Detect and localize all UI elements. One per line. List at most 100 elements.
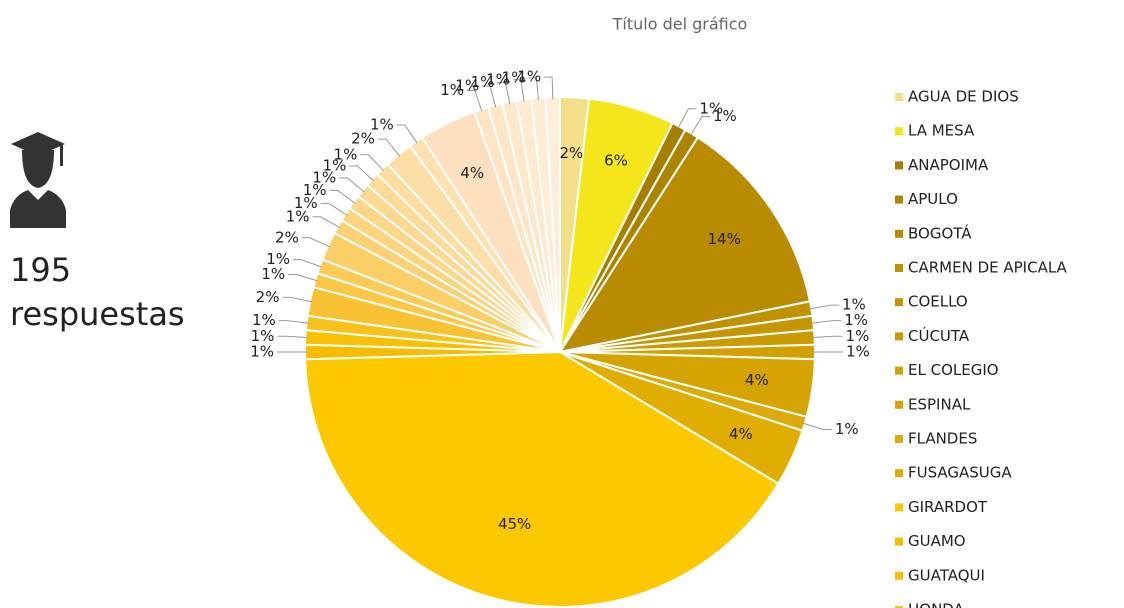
leader-line bbox=[467, 89, 483, 112]
leader-line bbox=[482, 85, 497, 108]
data-label: 4% bbox=[729, 425, 753, 443]
leader-line bbox=[360, 154, 385, 171]
data-label: 1% bbox=[713, 107, 737, 125]
legend-swatch bbox=[895, 229, 903, 238]
leader-line bbox=[339, 177, 365, 193]
data-label: 1% bbox=[294, 194, 318, 212]
legend-label: CARMEN DE APICALA bbox=[908, 259, 1068, 277]
legend-swatch bbox=[895, 93, 903, 101]
data-label: 1% bbox=[334, 145, 358, 163]
legend-label: GUAMO bbox=[908, 532, 966, 550]
data-label: 1% bbox=[517, 68, 541, 86]
legend-swatch bbox=[895, 127, 903, 136]
pie-slice bbox=[304, 350, 780, 608]
leader-line bbox=[312, 216, 340, 229]
leader-line bbox=[329, 189, 356, 204]
leader-line bbox=[497, 81, 511, 105]
legend-swatch bbox=[895, 469, 903, 478]
legend-label: FUSAGASUGA bbox=[908, 464, 1012, 482]
data-label: 1% bbox=[312, 168, 336, 186]
leader-line bbox=[809, 304, 839, 310]
legend-label: COELLO bbox=[908, 293, 968, 311]
legend-label: BOGOTÁ bbox=[908, 223, 972, 242]
leader-line bbox=[677, 108, 697, 129]
response-count: 195 bbox=[10, 251, 71, 289]
data-label: 1% bbox=[471, 73, 495, 91]
data-label: 1% bbox=[835, 420, 859, 438]
leader-line bbox=[544, 76, 554, 100]
data-label: 1% bbox=[303, 181, 327, 199]
leader-line bbox=[292, 259, 322, 268]
legend-swatch bbox=[895, 400, 903, 409]
data-label: 1% bbox=[455, 77, 479, 95]
data-label: 1% bbox=[842, 296, 866, 314]
legend-swatch bbox=[895, 606, 903, 608]
data-label: 1% bbox=[251, 327, 275, 345]
data-label: 6% bbox=[604, 152, 628, 170]
leader-line bbox=[377, 138, 401, 157]
user-icon bbox=[10, 132, 66, 228]
data-label: 1% bbox=[252, 311, 276, 329]
pie-slice bbox=[557, 136, 812, 354]
legend-label: ANAPOIMA bbox=[908, 156, 989, 174]
data-label: 1% bbox=[486, 70, 510, 88]
legend-label: GIRARDOT bbox=[908, 498, 988, 516]
leader-line bbox=[528, 77, 539, 100]
legend-label: FLANDES bbox=[908, 430, 977, 448]
data-label: 1% bbox=[266, 250, 290, 268]
legend-label: HONDA bbox=[908, 601, 965, 608]
leader-line bbox=[278, 320, 309, 324]
legend-swatch bbox=[895, 195, 903, 204]
data-label: 45% bbox=[498, 515, 531, 533]
data-label: 1% bbox=[846, 343, 870, 361]
data-label: 1% bbox=[323, 157, 347, 175]
legend-label: APULO bbox=[908, 190, 958, 208]
legend-swatch bbox=[895, 366, 903, 375]
legend-swatch bbox=[895, 537, 903, 546]
data-label: 1% bbox=[440, 81, 464, 99]
leader-line bbox=[512, 79, 525, 102]
data-label: 4% bbox=[745, 371, 769, 389]
legend-label: LA MESA bbox=[908, 122, 975, 140]
data-label: 2% bbox=[275, 228, 299, 246]
data-label: 1% bbox=[846, 327, 870, 345]
legend-label: ESPINAL bbox=[908, 395, 971, 413]
legend-label: EL COLEGIO bbox=[908, 361, 999, 379]
legend-swatch bbox=[895, 161, 903, 170]
legend-swatch bbox=[895, 298, 903, 307]
leader-line bbox=[396, 124, 418, 144]
leader-line bbox=[288, 274, 318, 282]
legend-swatch bbox=[895, 264, 903, 272]
leader-line bbox=[802, 422, 832, 430]
legend-swatch bbox=[895, 332, 903, 341]
legend-swatch bbox=[895, 503, 903, 512]
legend-swatch bbox=[895, 435, 903, 443]
leader-line bbox=[811, 320, 842, 324]
response-caption: respuestas bbox=[10, 295, 185, 333]
data-label: 14% bbox=[708, 230, 741, 248]
data-label: 2% bbox=[559, 144, 583, 162]
data-label: 2% bbox=[351, 130, 375, 148]
data-label: 1% bbox=[699, 99, 723, 117]
data-label: 1% bbox=[370, 115, 394, 133]
leader-line bbox=[812, 335, 843, 339]
data-label: 1% bbox=[502, 69, 526, 87]
leader-line bbox=[282, 296, 313, 303]
data-label: 1% bbox=[250, 343, 274, 361]
data-label: 1% bbox=[844, 311, 868, 329]
leader-line bbox=[301, 237, 331, 248]
data-label: 1% bbox=[261, 265, 285, 283]
data-label: 1% bbox=[286, 207, 310, 225]
data-label: 2% bbox=[256, 288, 280, 306]
chart-title: Título del gráfico bbox=[612, 15, 748, 34]
leader-line bbox=[349, 165, 374, 182]
leader-line bbox=[277, 335, 308, 339]
leader-line bbox=[320, 202, 348, 216]
legend-swatch bbox=[895, 571, 903, 580]
legend-label: GUATAQUI bbox=[908, 566, 985, 584]
data-label: 4% bbox=[460, 164, 484, 182]
legend-label: CÚCUTA bbox=[908, 326, 970, 345]
leader-line bbox=[690, 116, 711, 136]
legend-label: AGUA DE DIOS bbox=[908, 88, 1019, 106]
